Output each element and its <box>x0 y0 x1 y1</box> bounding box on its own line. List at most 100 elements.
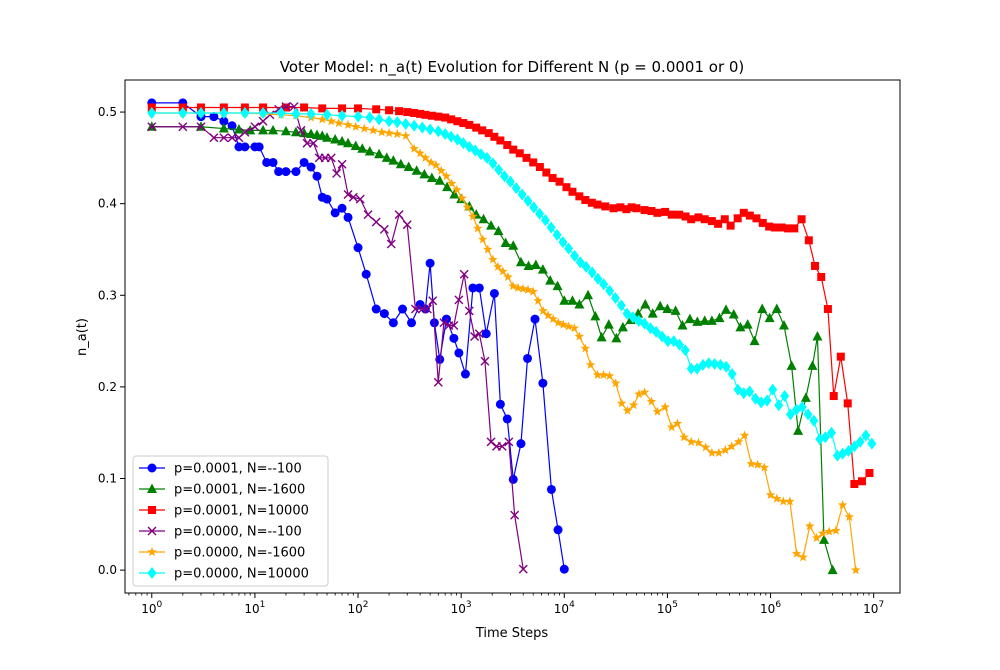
data-point <box>291 167 301 177</box>
data-point <box>379 224 389 234</box>
data-point <box>498 266 508 276</box>
data-point <box>733 436 744 446</box>
data-point <box>790 224 799 233</box>
data-point <box>849 440 859 453</box>
data-point <box>306 162 316 172</box>
data-point <box>752 214 761 223</box>
data-point <box>592 369 603 380</box>
data-point <box>804 236 813 245</box>
x-tick-label: 105 <box>657 600 678 616</box>
data-point <box>735 321 746 332</box>
data-point <box>622 205 631 214</box>
data-point <box>350 121 361 131</box>
data-point <box>508 474 518 484</box>
data-point <box>504 437 514 447</box>
data-point <box>652 406 663 416</box>
data-point <box>759 462 770 472</box>
data-point <box>653 208 662 217</box>
data-point <box>574 331 585 341</box>
legend-label: p=0.0001, N=-1600 <box>174 483 305 498</box>
data-point <box>585 359 596 369</box>
data-point <box>791 548 802 558</box>
data-point <box>384 128 394 138</box>
data-point <box>401 117 411 130</box>
data-point <box>300 103 309 112</box>
data-point <box>793 425 804 435</box>
data-point <box>640 206 649 215</box>
x-tick-base: 10 <box>348 602 363 616</box>
data-point <box>499 170 509 183</box>
data-point <box>439 318 449 328</box>
data-point <box>540 214 550 227</box>
data-point <box>219 133 229 143</box>
data-point <box>617 321 628 332</box>
data-point <box>474 283 484 293</box>
data-point <box>583 289 594 300</box>
data-point <box>714 312 725 323</box>
data-point <box>505 175 515 188</box>
x-tick-exponent: 6 <box>775 600 781 610</box>
data-point <box>537 264 548 274</box>
data-point <box>765 222 774 231</box>
data-point <box>640 317 650 330</box>
data-point <box>670 305 681 315</box>
data-point <box>647 308 658 318</box>
data-point <box>570 249 580 262</box>
data-point <box>720 215 729 224</box>
data-point <box>481 329 491 339</box>
data-point <box>596 331 607 342</box>
data-point <box>590 310 601 321</box>
data-point <box>511 182 521 195</box>
data-point <box>687 215 696 224</box>
data-point <box>388 155 399 165</box>
data-point <box>493 261 503 271</box>
data-point <box>812 331 823 341</box>
data-point <box>419 168 430 179</box>
data-point <box>605 284 615 297</box>
data-point <box>433 377 443 387</box>
data-point <box>147 122 157 132</box>
data-point <box>374 113 384 126</box>
data-point <box>558 319 568 329</box>
data-point <box>420 152 431 162</box>
data-point <box>543 310 553 320</box>
data-point <box>502 414 512 424</box>
data-point <box>322 194 332 204</box>
data-point <box>495 399 505 409</box>
data-point <box>411 165 422 175</box>
x-tick-label: 103 <box>451 600 472 616</box>
data-point <box>575 256 585 269</box>
data-point <box>296 125 306 135</box>
data-point <box>489 288 499 298</box>
data-point <box>865 468 874 477</box>
data-point <box>698 358 708 371</box>
data-point <box>484 129 493 138</box>
data-point <box>616 299 626 312</box>
data-point <box>523 194 533 207</box>
x-tick-exponent: 4 <box>569 600 575 610</box>
legend-item: p=0.0000, N=10000 <box>139 567 309 582</box>
data-point <box>460 369 470 379</box>
data-point <box>386 239 396 249</box>
data-point <box>343 119 353 129</box>
data-point <box>474 329 484 339</box>
data-point <box>337 109 347 122</box>
data-point <box>309 138 318 148</box>
data-point <box>749 335 760 346</box>
data-point <box>385 106 394 115</box>
series-6 <box>147 106 877 462</box>
data-point <box>603 319 614 329</box>
y-tick-label: 0.4 <box>98 197 117 211</box>
data-point <box>410 108 419 117</box>
data-point <box>604 370 615 380</box>
data-point <box>727 368 737 381</box>
data-point <box>384 115 394 128</box>
data-point <box>392 116 402 129</box>
data-point <box>374 148 385 159</box>
data-point <box>473 223 483 233</box>
data-point <box>610 378 621 388</box>
data-point <box>552 228 562 241</box>
data-point <box>855 435 865 448</box>
data-point <box>299 127 310 138</box>
data-point <box>538 305 548 315</box>
